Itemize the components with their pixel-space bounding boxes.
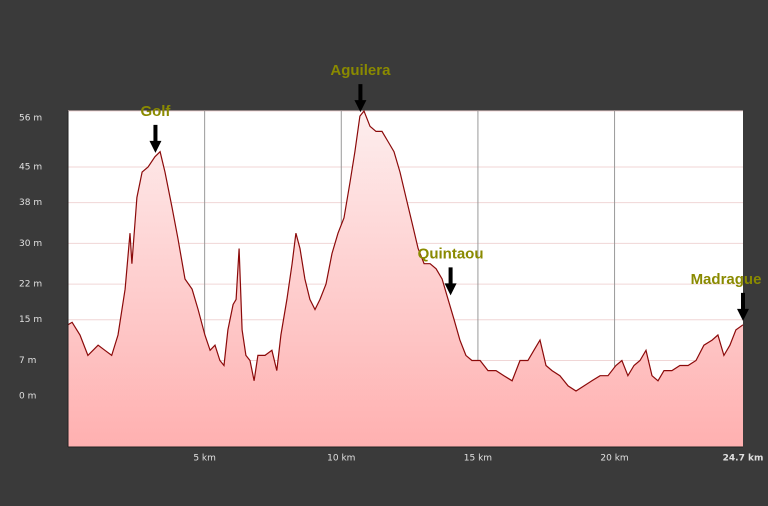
annotation-arrow bbox=[737, 292, 749, 321]
y-tick-label: 45 m bbox=[19, 163, 42, 173]
x-tick-label: 15 km bbox=[464, 454, 492, 464]
annotation-label: Madrague bbox=[691, 271, 762, 288]
y-tick-label: 30 m bbox=[19, 239, 42, 249]
x-tick-label: 20 km bbox=[600, 454, 628, 464]
x-tick-label: 5 km bbox=[193, 454, 216, 464]
y-tick-label: 15 m bbox=[19, 315, 42, 325]
x-tick-label: 10 km bbox=[327, 454, 355, 464]
annotation-label: Golf bbox=[140, 103, 171, 120]
area bbox=[68, 111, 743, 447]
annotation-arrow bbox=[354, 84, 367, 113]
y-tick-label: 7 m bbox=[19, 356, 36, 366]
line bbox=[67, 109, 744, 392]
annotation-arrow bbox=[444, 267, 457, 296]
annotation-arrow bbox=[149, 124, 162, 153]
y-tick-label: 38 m bbox=[19, 198, 42, 208]
x-tick-label: 24.7 km bbox=[723, 454, 764, 464]
annotation-label: Quintaou bbox=[418, 245, 484, 262]
y-tick-label: 56 m bbox=[19, 114, 42, 124]
y-tick-label: 22 m bbox=[19, 280, 42, 290]
annotation-label: Aguilera bbox=[330, 62, 391, 79]
y-tick-label: 0 m bbox=[19, 392, 36, 402]
